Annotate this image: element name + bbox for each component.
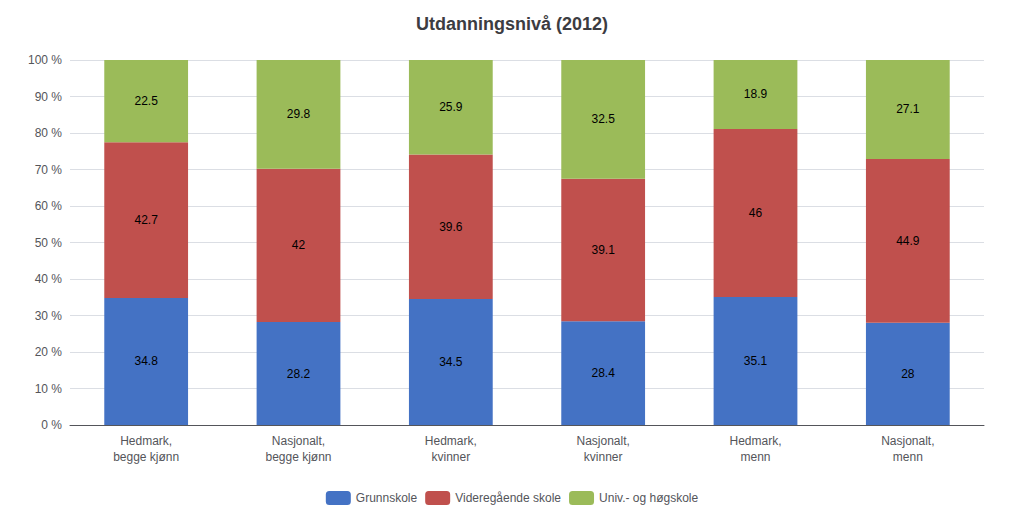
svg-text:Utdanningsnivå (2012): Utdanningsnivå (2012) <box>416 14 608 34</box>
svg-text:44.9: 44.9 <box>896 234 920 248</box>
svg-text:32.5: 32.5 <box>591 112 615 126</box>
svg-text:28: 28 <box>901 367 915 381</box>
svg-text:35.1: 35.1 <box>744 354 768 368</box>
svg-text:29.8: 29.8 <box>287 107 311 121</box>
svg-text:90 %: 90 % <box>35 90 63 104</box>
svg-text:27.1: 27.1 <box>896 102 920 116</box>
svg-text:40 %: 40 % <box>35 272 63 286</box>
svg-text:80 %: 80 % <box>35 126 63 140</box>
svg-text:46: 46 <box>749 206 763 220</box>
svg-text:20 %: 20 % <box>35 345 63 359</box>
svg-text:Hedmark,: Hedmark, <box>729 434 781 448</box>
svg-text:begge kjønn: begge kjønn <box>265 450 331 464</box>
svg-text:Grunnskole: Grunnskole <box>356 491 418 505</box>
svg-text:Videregående skole: Videregående skole <box>455 491 561 505</box>
svg-text:39.6: 39.6 <box>439 220 463 234</box>
svg-text:Nasjonalt,: Nasjonalt, <box>881 434 934 448</box>
svg-text:0 %: 0 % <box>41 418 62 432</box>
svg-text:Hedmark,: Hedmark, <box>425 434 477 448</box>
svg-text:Nasjonalt,: Nasjonalt, <box>576 434 629 448</box>
svg-text:34.5: 34.5 <box>439 355 463 369</box>
svg-text:28.4: 28.4 <box>591 366 615 380</box>
svg-text:18.9: 18.9 <box>744 87 768 101</box>
svg-text:70 %: 70 % <box>35 163 63 177</box>
svg-text:50 %: 50 % <box>35 236 63 250</box>
svg-text:39.1: 39.1 <box>591 243 615 257</box>
svg-text:Univ.- og høgskole: Univ.- og høgskole <box>599 491 698 505</box>
svg-text:kvinner: kvinner <box>584 450 623 464</box>
svg-text:22.5: 22.5 <box>134 94 158 108</box>
svg-text:100 %: 100 % <box>28 53 62 67</box>
svg-text:34.8: 34.8 <box>134 354 158 368</box>
svg-text:Nasjonalt,: Nasjonalt, <box>272 434 325 448</box>
svg-text:kvinner: kvinner <box>431 450 470 464</box>
svg-text:28.2: 28.2 <box>287 367 311 381</box>
svg-text:begge kjønn: begge kjønn <box>113 450 179 464</box>
svg-text:Hedmark,: Hedmark, <box>120 434 172 448</box>
svg-text:menn: menn <box>740 450 770 464</box>
svg-text:42: 42 <box>292 238 306 252</box>
svg-text:42.7: 42.7 <box>134 213 158 227</box>
svg-text:30 %: 30 % <box>35 309 63 323</box>
svg-text:menn: menn <box>893 450 923 464</box>
svg-text:60 %: 60 % <box>35 199 63 213</box>
svg-text:10 %: 10 % <box>35 382 63 396</box>
svg-text:25.9: 25.9 <box>439 100 463 114</box>
